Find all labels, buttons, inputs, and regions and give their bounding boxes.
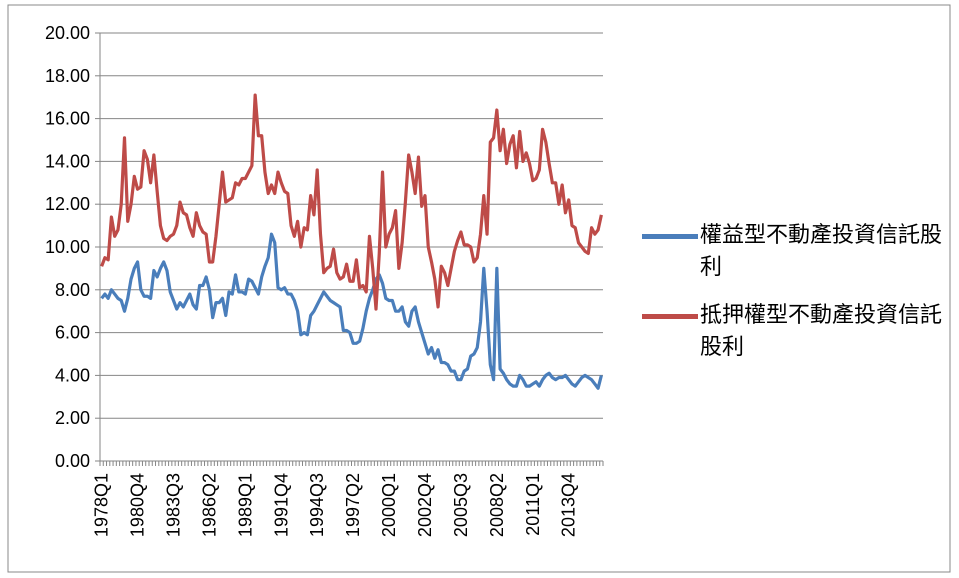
y-tick-label: 20.00 [45,23,90,43]
y-tick-label: 0.00 [55,451,90,471]
y-tick-label: 14.00 [45,151,90,171]
y-tick-label: 16.00 [45,109,90,129]
y-tick-label: 2.00 [55,408,90,428]
x-tick-label: 1989Q1 [235,473,255,537]
y-tick-label: 12.00 [45,194,90,214]
x-tick-label: 2002Q4 [415,473,435,537]
x-tick-label: 2011Q1 [523,473,543,536]
x-tick-label: 1978Q1 [92,473,112,537]
x-tick-label: 2005Q3 [451,473,471,537]
series-line [100,93,603,311]
y-tick-label: 8.00 [55,280,90,300]
x-tick-label: 1994Q3 [307,473,327,537]
legend-label: 權益型不動產投資信託股利 [700,223,943,280]
legend-swatch [642,234,698,239]
x-tick-label: 1983Q3 [163,473,183,537]
x-tick-label: 1991Q4 [271,473,291,537]
x-tick-label: 2013Q4 [559,473,579,537]
x-tick-label: 1986Q2 [199,473,219,537]
y-tick-label: 4.00 [55,365,90,385]
x-tick-label: 2000Q1 [379,473,399,537]
series-line [100,232,603,390]
legend-swatch [642,314,698,319]
x-tick-label: 2008Q2 [487,473,507,537]
y-tick-label: 18.00 [45,66,90,86]
x-tick-label: 1980Q4 [128,473,148,537]
legend-label: 抵押權型不動產投資信託股利 [700,303,943,360]
y-tick-label: 6.00 [55,323,90,343]
chart-border [7,4,951,573]
x-tick-label: 1997Q2 [343,473,363,537]
y-tick-label: 10.00 [45,237,90,257]
